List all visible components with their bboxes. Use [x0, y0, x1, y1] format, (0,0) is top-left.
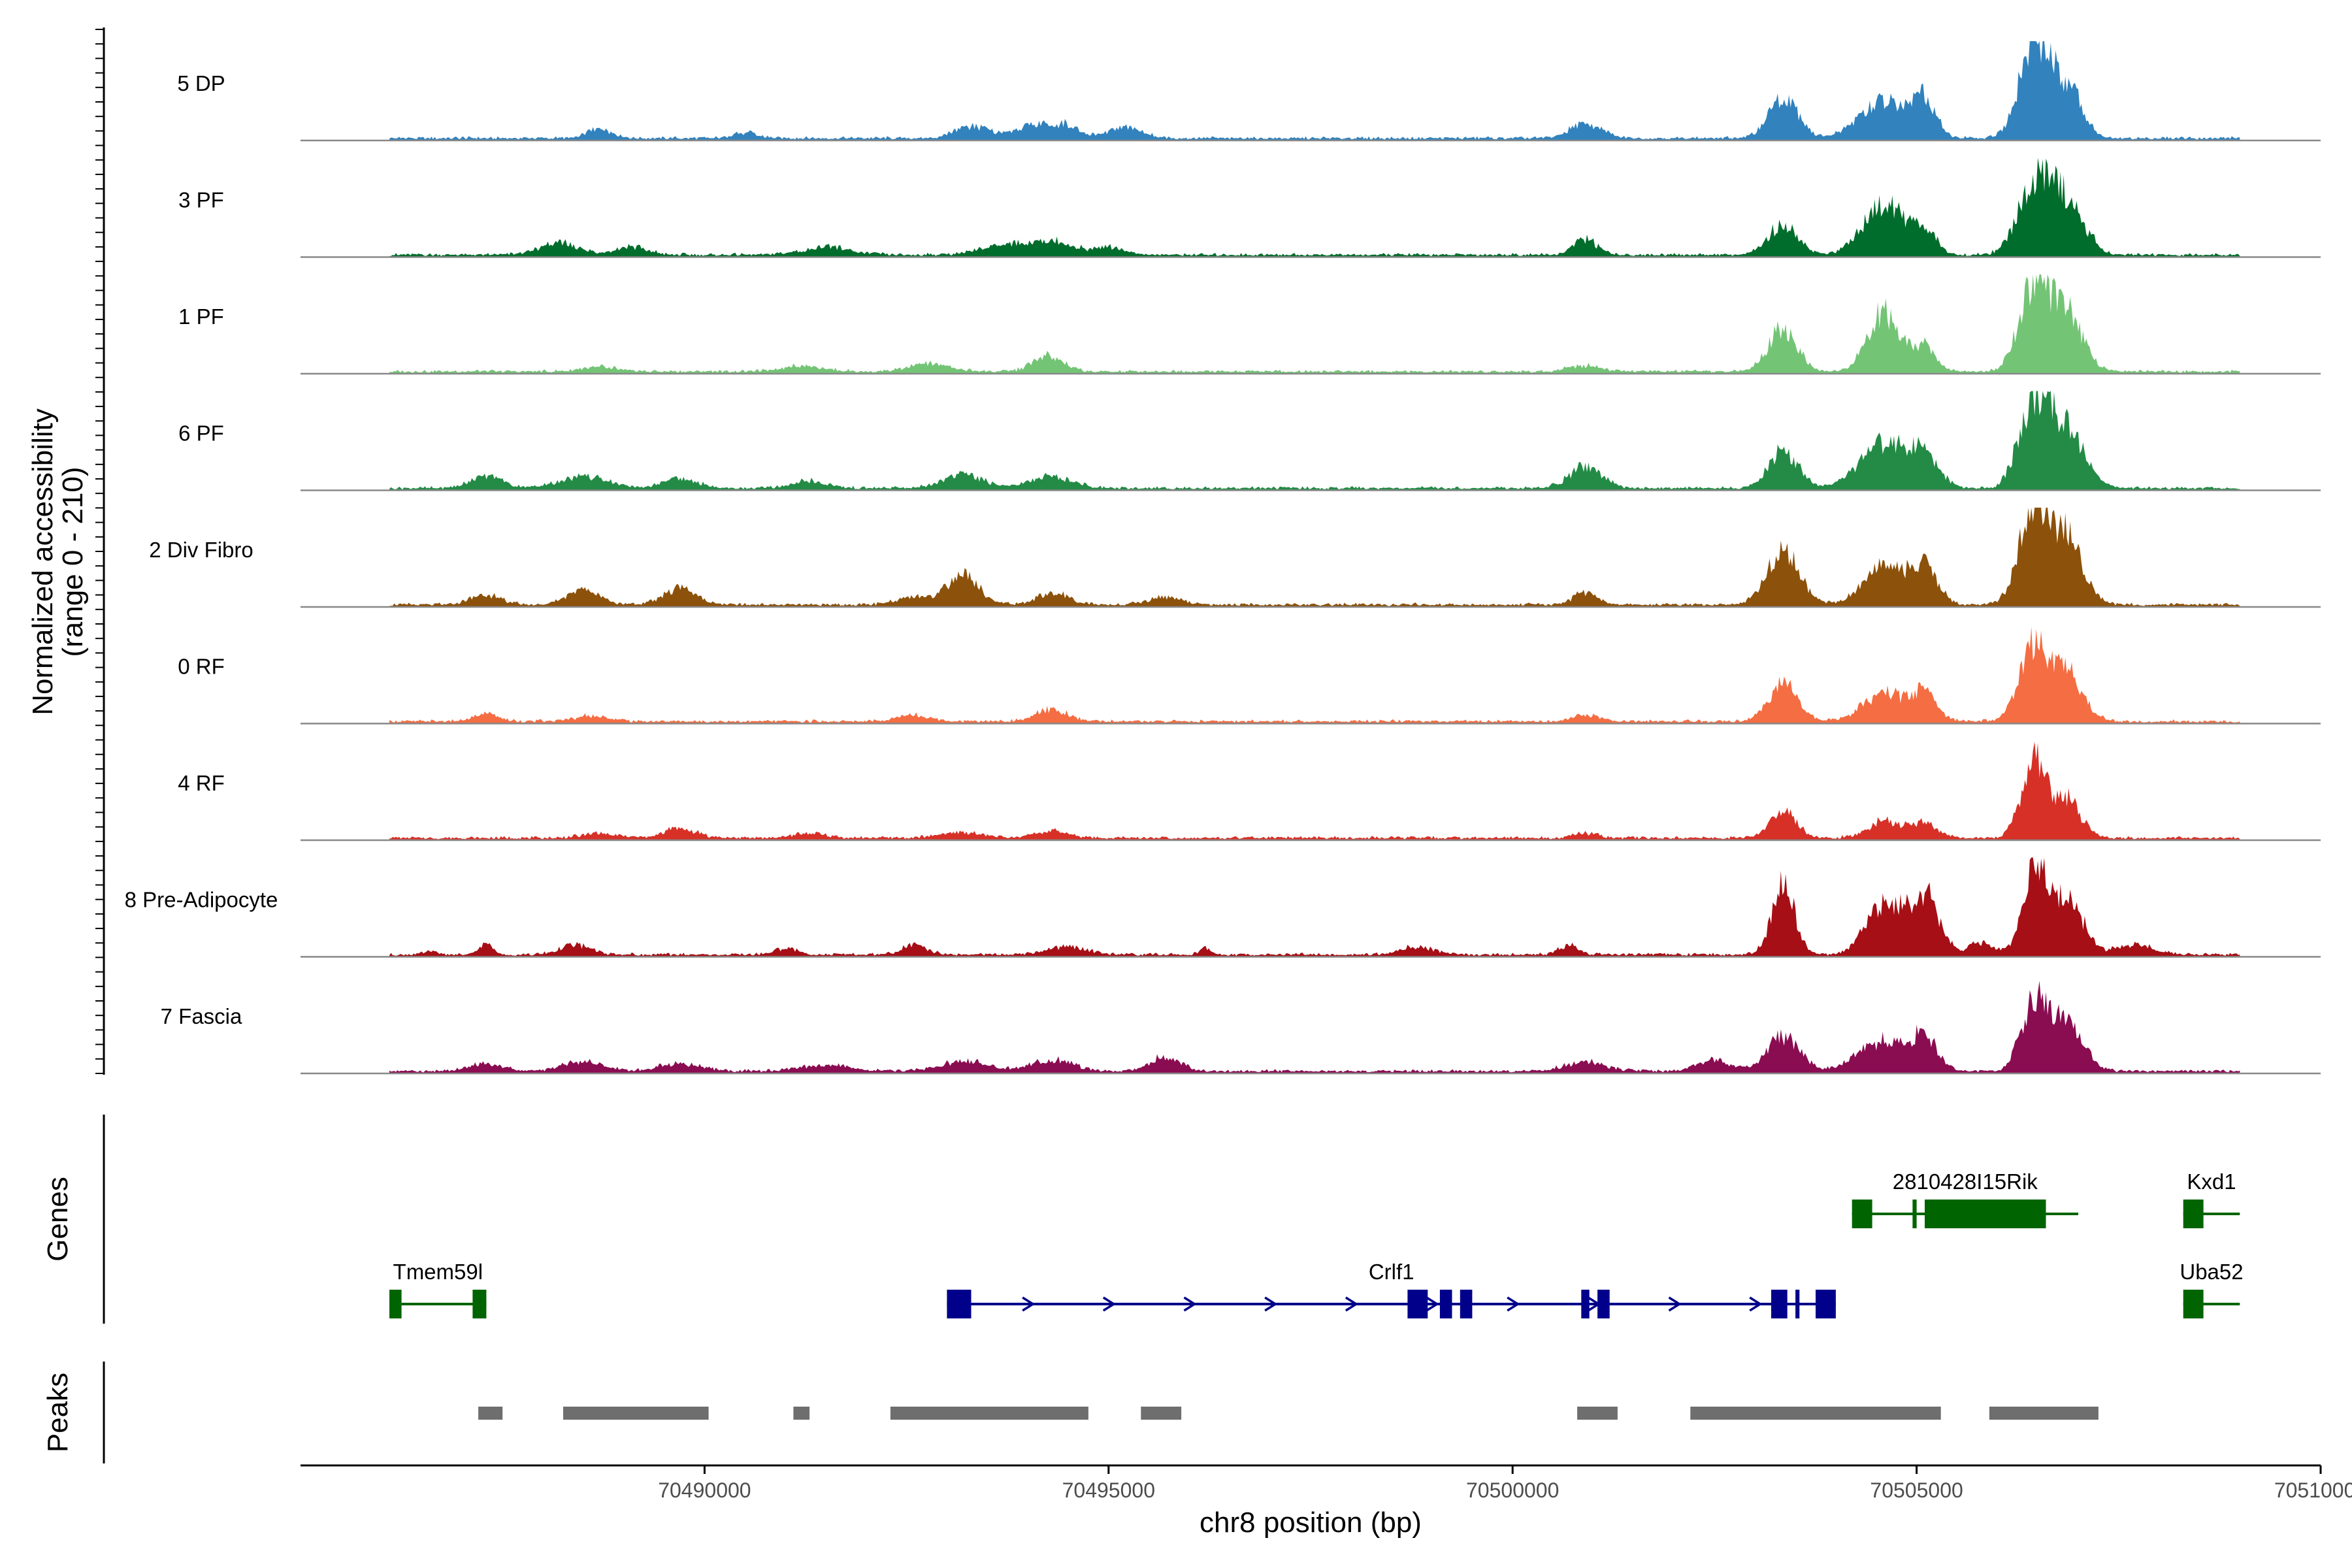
gene-name-label: Tmem59l	[393, 1260, 483, 1284]
strand-arrow	[1022, 1296, 1036, 1312]
gene-exon	[1771, 1290, 1788, 1318]
x-axis-tick-label: 70490000	[658, 1478, 751, 1502]
strand-arrow	[1345, 1296, 1359, 1312]
coverage-area	[389, 981, 2240, 1073]
track-7-fascia: 7 Fascia	[161, 981, 2321, 1075]
coverage-area	[389, 391, 2240, 491]
peak-region-bar	[1690, 1407, 1941, 1420]
strand-arrow	[1668, 1296, 1682, 1312]
track-1-pf: 1 PF	[178, 274, 2321, 375]
gene-exon	[1597, 1290, 1610, 1318]
x-axis-tick-label: 70500000	[1466, 1478, 1559, 1502]
gene-kxd1: Kxd1	[2183, 1169, 2240, 1228]
gene-exon	[1816, 1290, 1836, 1318]
x-axis-title: chr8 position (bp)	[1200, 1507, 1422, 1539]
track-label: 0 RF	[178, 655, 225, 679]
track-5-dp: 5 DP	[177, 41, 2321, 142]
track-label: 1 PF	[178, 304, 224, 329]
coverage-area	[389, 41, 2240, 140]
track-8-pre-adipocyte: 8 Pre-Adipocyte	[125, 857, 2321, 958]
gene-2810428i15rik: 2810428I15Rik	[1852, 1169, 2078, 1228]
peak-region-bar	[1577, 1407, 1618, 1420]
x-axis-tick-label: 70495000	[1062, 1478, 1155, 1502]
gene-name-label: Kxd1	[2187, 1169, 2236, 1194]
coverage-y-axis	[95, 27, 105, 1075]
gene-exon	[1925, 1200, 2046, 1228]
gene-exon	[472, 1290, 487, 1318]
coverage-area	[389, 742, 2240, 840]
coverage-tracks: 5 DP 3 PF 1 PF 6 PF 2 Div Fibro 0 RF 4 RF 8 Pre…	[125, 41, 2321, 1075]
gene-crlf1: Crlf1	[947, 1260, 1836, 1318]
x-axis-tick-label: 70505000	[1870, 1478, 1963, 1502]
peak-region-bar	[563, 1407, 709, 1420]
strand-arrow	[1507, 1296, 1520, 1312]
gene-exon	[947, 1290, 972, 1318]
y-axis-title: Normalized accessibility (range 0 - 210)	[27, 408, 89, 715]
track-label: 3 PF	[178, 188, 224, 212]
track-label: 4 RF	[178, 771, 225, 795]
peaks-panel: Peaks	[42, 1362, 2099, 1463]
peak-region-bar	[478, 1407, 503, 1420]
gene-exon	[1912, 1200, 1917, 1228]
y-axis-range-label: (range 0 - 210)	[57, 466, 89, 657]
x-axis: chr8 position (bp) 70490000 70495000 70500…	[301, 1464, 2352, 1539]
x-axis-tick-label: 70510000	[2274, 1478, 2352, 1502]
peaks-panel-label: Peaks	[42, 1373, 74, 1452]
track-label: 7 Fascia	[161, 1004, 242, 1028]
genes-panel-label: Genes	[42, 1177, 74, 1262]
peak-region-bar	[1989, 1407, 2099, 1420]
gene-exon	[1460, 1290, 1473, 1318]
track-6-pf: 6 PF	[178, 391, 2321, 491]
strand-arrow	[1749, 1296, 1763, 1312]
track-3-pf: 3 PF	[178, 157, 2321, 258]
gene-exon	[1581, 1290, 1590, 1318]
genes-panel: Genes Tmem59l Crlf1 2810428I15Rik Kxd1 Uba52	[42, 1115, 2244, 1324]
track-label: 5 DP	[177, 71, 225, 95]
gene-exon	[1439, 1290, 1452, 1318]
coverage-area	[389, 157, 2240, 257]
gene-exon	[1407, 1290, 1428, 1318]
strand-arrow	[1426, 1296, 1439, 1312]
track-2-div-fibro: 2 Div Fibro	[149, 508, 2321, 608]
gene-models: Tmem59l Crlf1 2810428I15Rik Kxd1 Uba52	[389, 1169, 2244, 1318]
peak-region-bar	[890, 1407, 1088, 1420]
gene-uba52: Uba52	[2180, 1260, 2244, 1318]
strand-arrow	[1183, 1296, 1197, 1312]
gene-exon	[1852, 1200, 1872, 1228]
coverage-area	[389, 857, 2240, 957]
track-label: 2 Div Fibro	[149, 538, 253, 562]
coverage-area	[389, 627, 2240, 724]
peak-region-bar	[1141, 1407, 1182, 1420]
gene-exon	[2183, 1290, 2204, 1318]
track-0-rf: 0 RF	[178, 627, 2321, 725]
track-label: 6 PF	[178, 421, 224, 446]
track-label: 8 Pre-Adipocyte	[125, 888, 278, 912]
gene-name-label: Uba52	[2180, 1260, 2243, 1284]
y-axis-label: Normalized accessibility	[27, 408, 59, 715]
strand-arrow	[1264, 1296, 1278, 1312]
gene-exon	[2183, 1200, 2204, 1228]
gene-exon	[389, 1290, 402, 1318]
gene-name-label: Crlf1	[1369, 1260, 1414, 1284]
gene-exon	[1795, 1290, 1800, 1318]
strand-arrow	[1102, 1296, 1117, 1312]
gene-tmem59l: Tmem59l	[389, 1260, 487, 1318]
gene-name-label: 2810428I15Rik	[1893, 1169, 2038, 1194]
peak-regions	[478, 1407, 2099, 1420]
track-4-rf: 4 RF	[178, 742, 2321, 841]
coverage-area	[389, 274, 2240, 374]
coverage-area	[389, 508, 2240, 607]
peak-region-bar	[793, 1407, 810, 1420]
